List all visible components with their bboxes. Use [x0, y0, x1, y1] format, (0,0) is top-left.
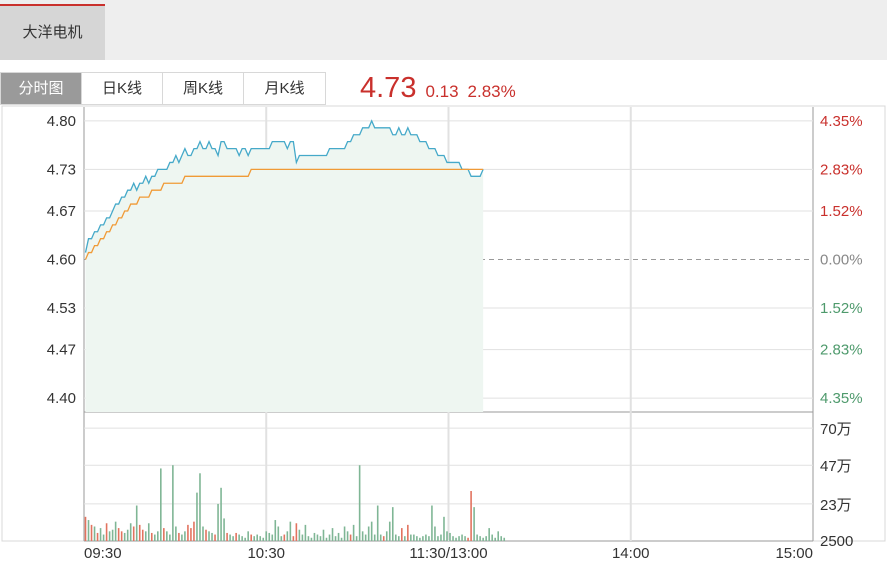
pct-tick-label: 1.52%	[820, 203, 863, 220]
price-area	[85, 120, 484, 412]
time-tick-label: 10:30	[247, 545, 285, 562]
tab-daily-k[interactable]: 日K线	[82, 73, 163, 104]
price-line	[84, 119, 484, 253]
volume-tick-label: 2500	[820, 533, 853, 550]
time-tick-label: 09:30	[84, 545, 122, 562]
quote-change-pct: 2.83%	[467, 82, 516, 101]
price-tick-label: 4.67	[47, 203, 76, 220]
pct-tick-label: 4.35%	[820, 390, 863, 407]
pct-tick-label: 2.83%	[820, 342, 863, 359]
price-tick-label: 4.60	[47, 252, 76, 269]
avg-price-line	[84, 168, 484, 260]
price-tick-label: 4.47	[47, 342, 76, 359]
time-tick-label: 15:00	[775, 545, 813, 562]
volume-tick-label: 70万	[820, 421, 852, 438]
tab-monthly-k[interactable]: 月K线	[244, 73, 325, 104]
quote-price: 4.73	[360, 72, 417, 104]
period-tabs: 分时图 日K线 周K线 月K线	[0, 72, 326, 105]
time-tick-label: 14:00	[612, 545, 650, 562]
price-tick-label: 4.80	[47, 113, 76, 130]
quote: 4.73 0.13 2.83%	[360, 72, 516, 106]
time-tick-label: 11:30/13:00	[409, 545, 487, 562]
pct-tick-label: 1.52%	[820, 300, 863, 317]
volume-tick-label: 47万	[820, 458, 852, 475]
price-tick-label: 4.73	[47, 161, 76, 178]
stock-tab-bar: 大洋电机	[0, 0, 887, 60]
stock-tab[interactable]: 大洋电机	[0, 4, 105, 60]
pct-tick-label: 2.83%	[820, 161, 863, 178]
tab-intraday[interactable]: 分时图	[1, 73, 82, 104]
price-tick-label: 4.40	[47, 390, 76, 407]
pct-tick-label: 4.35%	[820, 113, 863, 130]
tab-weekly-k[interactable]: 周K线	[163, 73, 244, 104]
price-tick-label: 4.53	[47, 300, 76, 317]
pct-tick-label: 0.00%	[820, 252, 863, 269]
volume-tick-label: 23万	[820, 497, 852, 514]
quote-change: 0.13	[425, 82, 459, 101]
